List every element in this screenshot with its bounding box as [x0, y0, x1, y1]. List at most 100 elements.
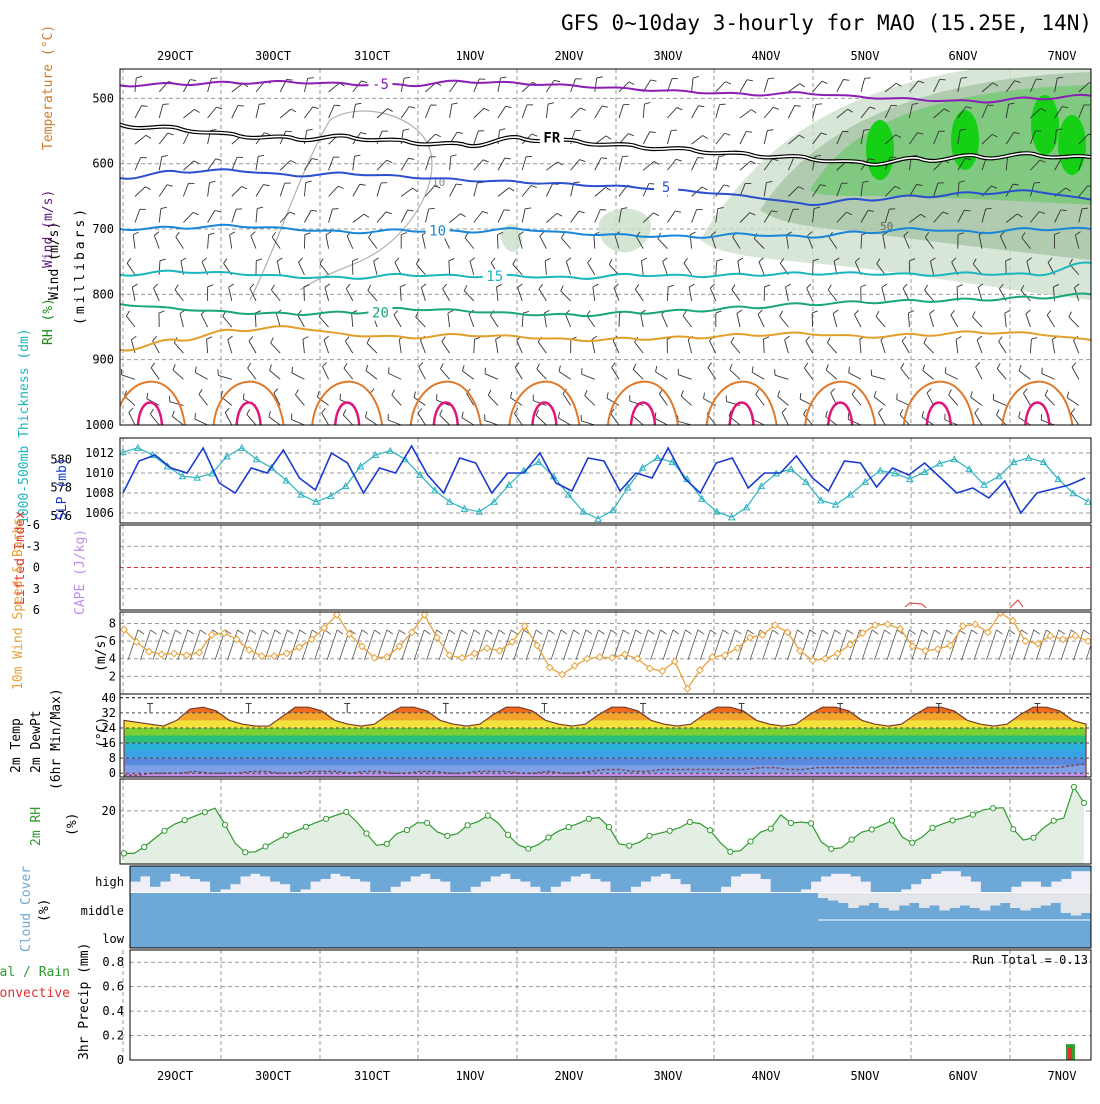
wind-barb-feather — [506, 106, 512, 107]
ylabel-thickness: 1000-500mb Thickness (dm) — [17, 328, 32, 524]
wind10m-barb — [489, 630, 499, 660]
wind-barb-staff — [513, 264, 522, 274]
top-date-label: 4NOV — [752, 49, 781, 63]
wind-barb-staff — [635, 289, 643, 301]
wind-barb-staff — [248, 368, 256, 379]
wind-barb-feather — [865, 78, 871, 79]
wind10m-barb-feather — [437, 630, 443, 634]
cloud-high-bar — [280, 866, 290, 884]
cloud-high-bar — [270, 866, 280, 882]
wind-barb-feather — [871, 370, 872, 376]
wind-barb-staff — [537, 369, 547, 379]
wind-barb-staff — [826, 370, 837, 379]
wind-barb-feather — [190, 80, 196, 81]
wind-barb-staff — [154, 235, 159, 248]
wind-barb-feather — [263, 185, 269, 186]
wind-barb-staff — [474, 131, 479, 144]
wind10m-barb — [476, 630, 486, 660]
wind-barb-feather — [394, 310, 398, 315]
wind-barb-staff — [1072, 367, 1079, 379]
cloud-high-bar — [1001, 866, 1011, 892]
wind-barb-staff — [367, 343, 377, 353]
cloud-high-bar — [941, 866, 951, 871]
wind-barb-staff — [229, 287, 232, 301]
wind-barb-staff — [872, 376, 886, 380]
wind-barb-feather — [719, 156, 725, 157]
wind-barb-staff — [716, 133, 725, 144]
wind-barb-feather — [448, 310, 453, 313]
wind-barb-feather — [725, 82, 731, 84]
cloud-high-bar — [330, 866, 340, 874]
pressure-tick-label: 1000 — [85, 418, 114, 432]
wind10m-barb-feather — [934, 630, 940, 634]
cloud-high-bar — [931, 866, 941, 874]
wind-barb-staff — [442, 342, 450, 354]
wind10m-barb — [775, 630, 785, 660]
wind-barb-staff — [897, 399, 910, 405]
wind-barb-staff — [449, 261, 450, 275]
cloud-high-bar — [861, 866, 871, 882]
wind-barb-staff — [352, 313, 353, 327]
wind10m-barb-feather — [636, 630, 642, 634]
wind-barb-staff — [329, 105, 335, 118]
rh-high-blob — [1031, 95, 1059, 155]
wind-barb-feather — [338, 186, 344, 188]
wind-barb-feather — [746, 132, 752, 133]
temperature-band — [120, 773, 1091, 777]
ylabel-cloud: Cloud Cover — [19, 866, 34, 952]
wind10m-point — [284, 650, 291, 657]
top-date-label: 31OCT — [354, 49, 390, 63]
cloud-mid-gap — [939, 893, 950, 911]
wind10m-point — [171, 650, 178, 657]
bottom-date-label: 31OCT — [354, 1069, 390, 1083]
wind-barb-staff — [122, 375, 135, 379]
wind-barb-staff — [972, 317, 982, 327]
wind-barb-feather — [751, 110, 756, 113]
bottom-date-label: 30OCT — [255, 1069, 291, 1083]
top-date-label: 2NOV — [555, 49, 584, 63]
wind-barb-staff — [247, 414, 256, 425]
wind-barb-staff — [174, 343, 183, 354]
wind10m-barb-feather — [138, 630, 144, 634]
wind-barb-staff — [804, 368, 812, 379]
wind-barb-feather — [209, 233, 215, 235]
wind-barb-feather — [162, 156, 168, 157]
wind-barb-feather — [308, 78, 314, 79]
wind-barb-feather — [153, 336, 157, 340]
wind-barb-staff — [559, 371, 571, 379]
wind-barb-staff — [232, 209, 236, 222]
wind-barb-staff — [667, 287, 668, 301]
cloud-high-bar — [170, 866, 180, 874]
wind-barb-feather — [717, 259, 723, 261]
wind10m-tick-label: 6 — [109, 634, 116, 648]
wind-barb-staff — [401, 188, 412, 196]
cloud-high-bar — [671, 866, 681, 879]
wind-barb-staff — [319, 317, 328, 327]
cloud-high-bar — [180, 866, 190, 876]
wind-barb-feather — [290, 212, 296, 214]
isotherm-label: 15 — [486, 269, 503, 285]
wind-barb-feather — [558, 412, 559, 418]
wind-barb-staff — [588, 263, 595, 275]
wind-barb-feather — [559, 366, 560, 372]
wind-barb-feather — [409, 107, 415, 109]
wind-barb-feather — [168, 133, 174, 135]
thickness-line — [123, 448, 1088, 519]
pressure-tick-label: 800 — [92, 287, 114, 301]
wind-barb-staff — [678, 421, 692, 425]
isotherm-35-dome — [335, 403, 359, 426]
cloud-mid-gap — [980, 893, 991, 911]
wind-barb-feather — [172, 411, 174, 417]
cloud-high-bar — [150, 866, 160, 887]
rh2m-point — [202, 810, 207, 815]
wind-barb-staff — [298, 262, 304, 275]
cloud-bars — [130, 866, 1091, 948]
wind-barb-feather — [146, 135, 151, 138]
wind-barb-staff — [956, 339, 958, 353]
wind-barb-feather — [999, 337, 1003, 342]
wind-barb-feather — [785, 284, 790, 287]
wind-barb-feather — [151, 363, 154, 368]
isotherm-35-dome — [631, 403, 655, 426]
wind-barb-feather — [367, 338, 370, 343]
precip-tick-label: 0.2 — [102, 1029, 124, 1043]
